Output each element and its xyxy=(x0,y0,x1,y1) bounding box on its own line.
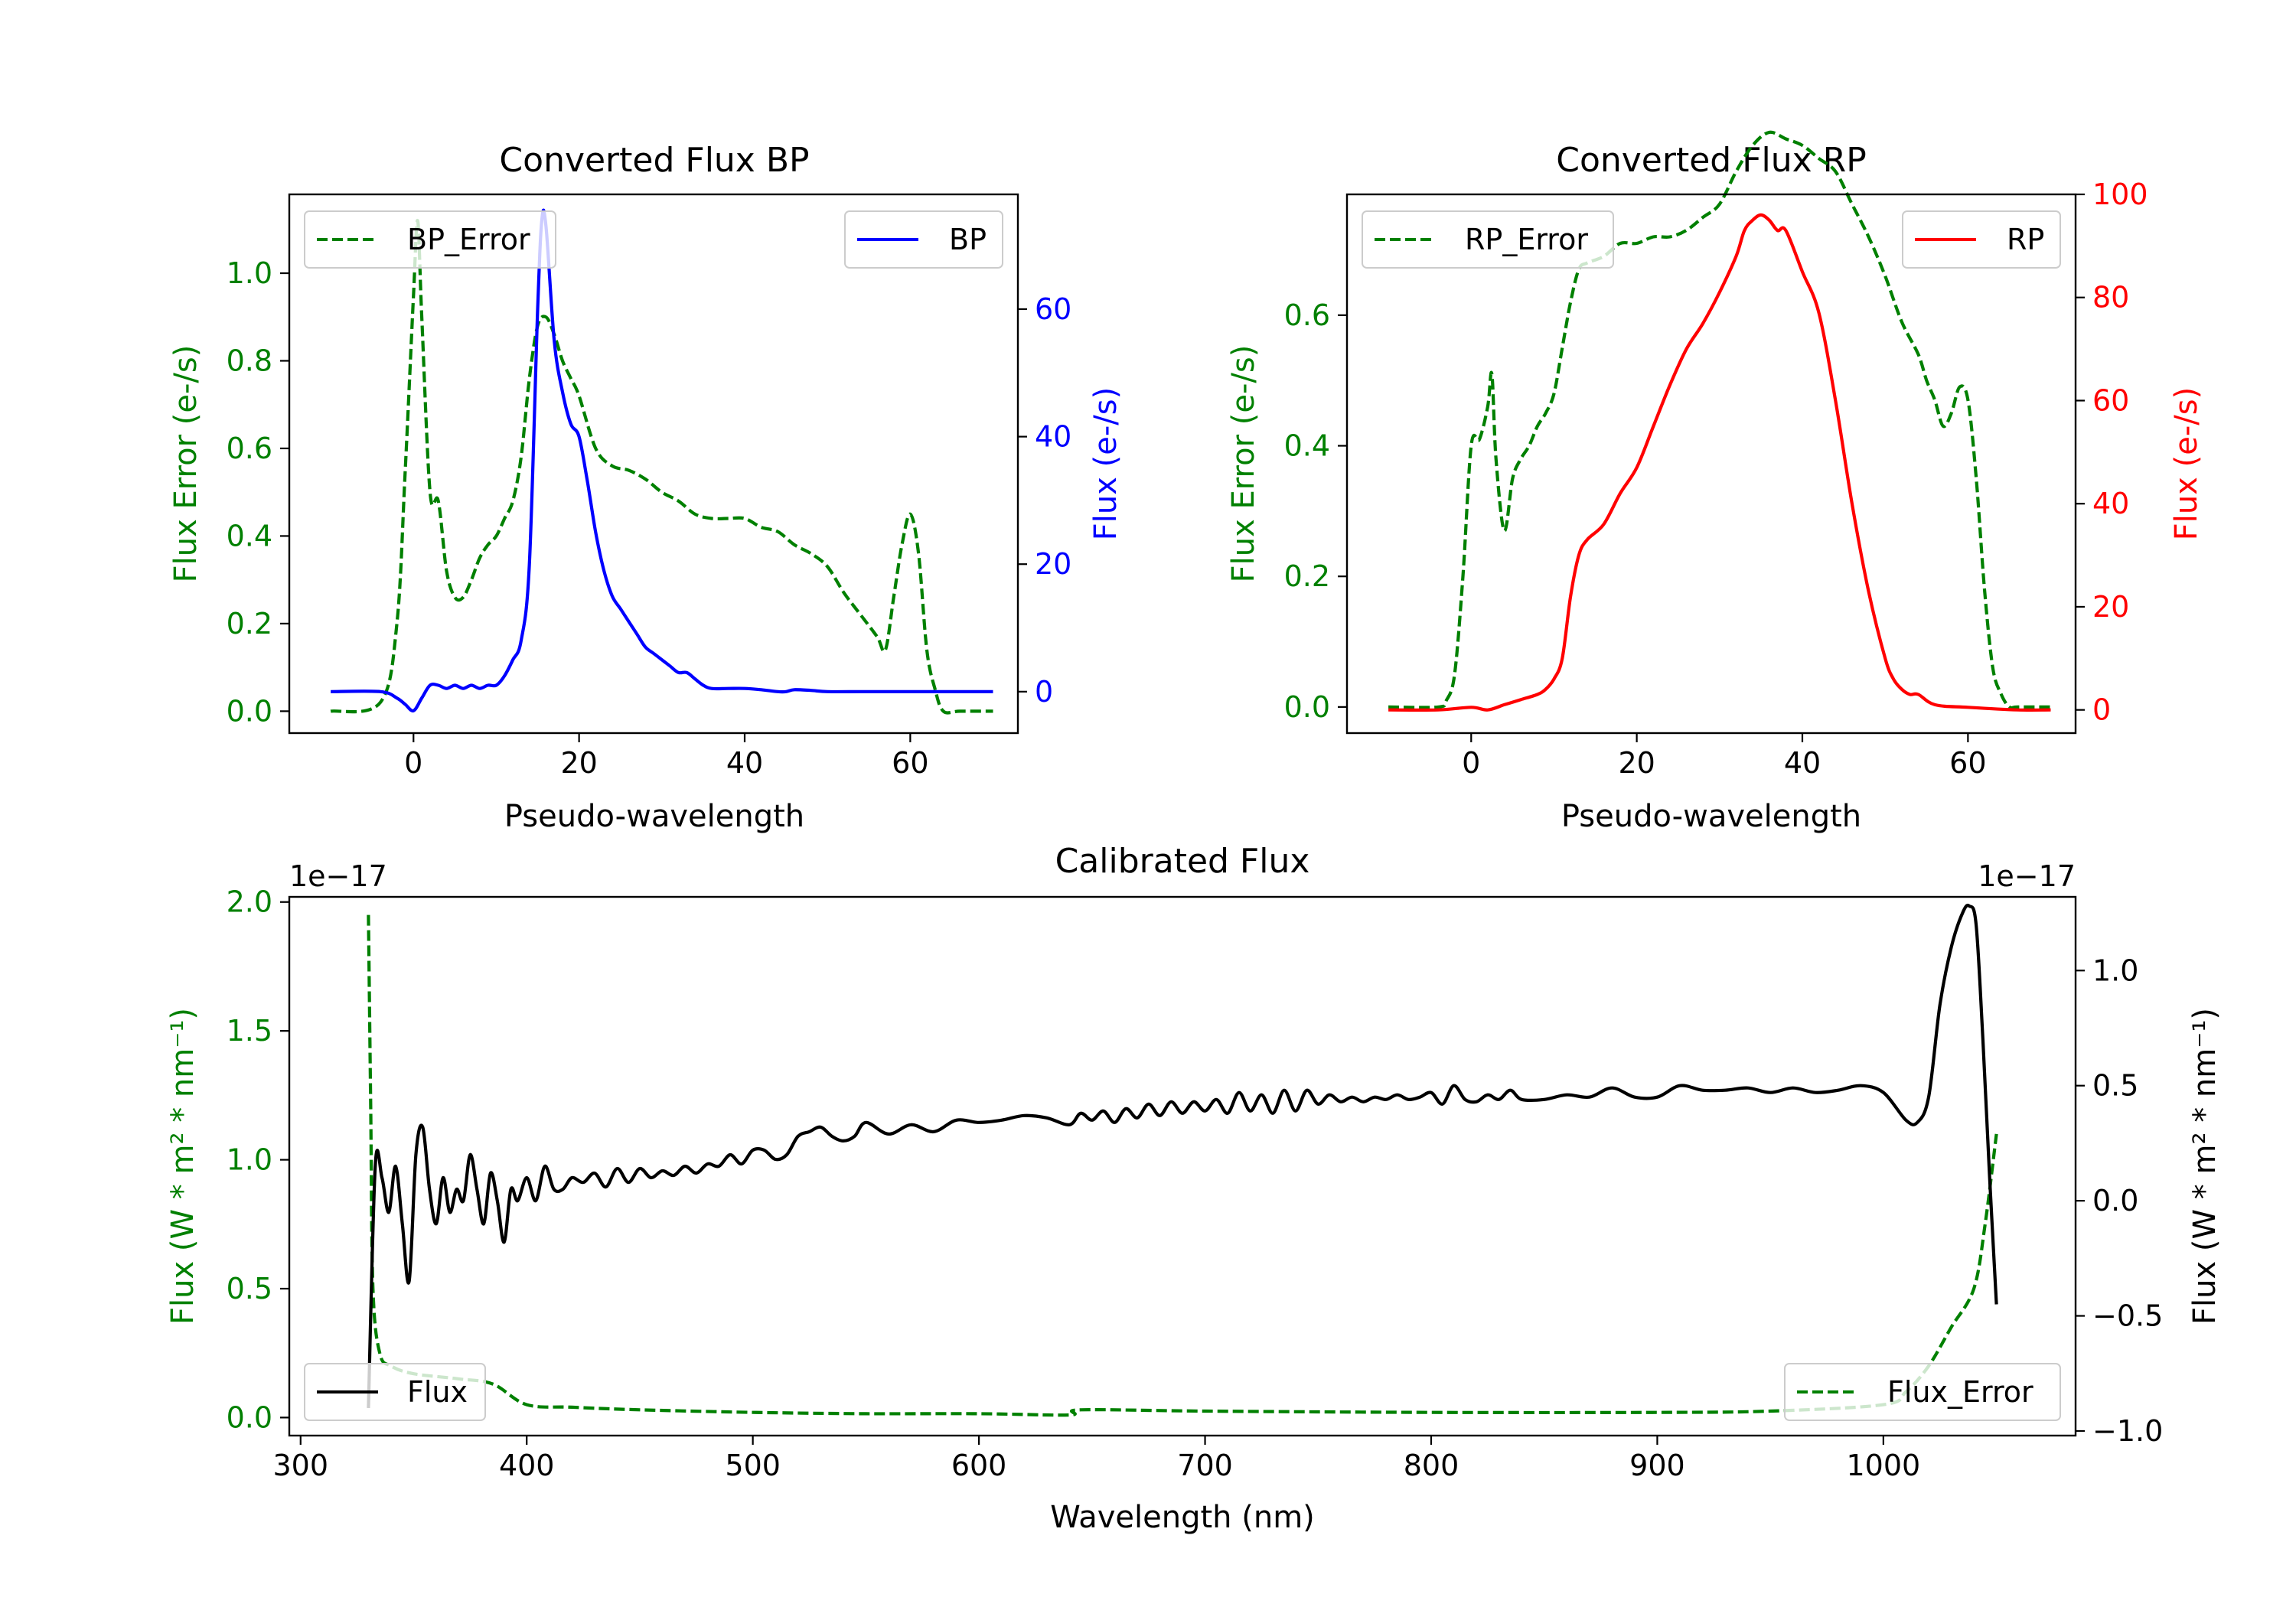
rp-panel: Converted Flux RP Pseudo-wavelength Flux… xyxy=(1226,130,2204,834)
rp-ytick-right-label: 100 xyxy=(2092,178,2148,211)
bp-ytick-left-label: 0.8 xyxy=(227,344,272,377)
calibrated-xtick-label: 500 xyxy=(725,1449,781,1482)
bp-series-bp xyxy=(331,208,993,713)
bp-legend-flux: BP xyxy=(844,210,1003,269)
bp-ytick-left-label: 0.0 xyxy=(227,694,272,728)
calibrated-ytick-left-label: 1.5 xyxy=(227,1014,272,1048)
bp-xtick-label: 20 xyxy=(560,746,597,780)
bp-ytick-right-label: 20 xyxy=(1035,547,1071,581)
calibrated-xtick-label: 700 xyxy=(1177,1449,1233,1482)
calibrated-series-flux xyxy=(367,904,1998,1408)
rp-ytick-left-label: 0.4 xyxy=(1284,429,1330,463)
calibrated-ytick-right-label: −1.0 xyxy=(2092,1414,2163,1448)
bp-axes-frame xyxy=(288,193,1019,735)
bp-ytick-right-label: 60 xyxy=(1035,292,1071,326)
bp-legend-flux-box xyxy=(844,210,1003,269)
calibrated-ylabel-right: Flux (W * m² * nm⁻¹) xyxy=(2187,1008,2223,1325)
bp-ytick-left-label: 0.4 xyxy=(227,519,272,553)
calibrated-multiplier-left: 1e−17 xyxy=(289,859,387,893)
bp-ytick-right-label: 0 xyxy=(1035,675,1053,709)
rp-ytick-right-label: 20 xyxy=(2092,590,2129,624)
calibrated-xtick-label: 800 xyxy=(1404,1449,1459,1482)
bp-legend-flux-label: BP xyxy=(949,223,987,256)
calibrated-xtick-label: 900 xyxy=(1629,1449,1685,1482)
bp-ytick-right-label: 40 xyxy=(1035,420,1071,454)
rp-xtick-label: 0 xyxy=(1462,746,1480,780)
calibrated-xtick-label: 400 xyxy=(499,1449,555,1482)
rp-legend-error-box xyxy=(1362,210,1614,269)
bp-xlabel: Pseudo-wavelength xyxy=(504,799,804,834)
calibrated-xtick-label: 300 xyxy=(273,1449,329,1482)
bp-ytick-left-label: 0.6 xyxy=(227,432,272,465)
bp-xtick-label: 40 xyxy=(726,746,763,780)
rp-series-rp-error xyxy=(1388,130,2051,710)
bp-xtick-label: 0 xyxy=(404,746,422,780)
rp-legend-error-label: RP_Error xyxy=(1465,223,1588,256)
bp-title: Converted Flux BP xyxy=(499,141,809,180)
bp-ylabel-right: Flux (e-/s) xyxy=(1088,387,1124,540)
calibrated-legend-flux: Flux xyxy=(304,1363,486,1421)
rp-plot-area xyxy=(1388,130,2051,712)
calibrated-multiplier-right: 1e−17 xyxy=(1978,859,2076,893)
calibrated-legend-error-label: Flux_Error xyxy=(1887,1375,2033,1409)
calibrated-ytick-right-label: 1.0 xyxy=(2092,953,2138,987)
calibrated-ylabel-left: Flux (W * m² * nm⁻¹) xyxy=(165,1008,201,1325)
bp-legend-error-label: BP_Error xyxy=(407,223,530,256)
calibrated-ytick-right-label: 0.5 xyxy=(2092,1069,2138,1103)
rp-series-rp xyxy=(1388,213,2051,712)
rp-axes-frame xyxy=(1345,193,2077,735)
rp-ytick-right-label: 40 xyxy=(2092,487,2129,520)
bp-xtick-label: 60 xyxy=(892,746,928,780)
bp-legend-error-box xyxy=(304,210,556,269)
bp-legend-error: BP_Error xyxy=(304,210,556,269)
rp-legend-error: RP_Error xyxy=(1362,210,1614,269)
calibrated-ytick-left-label: 0.5 xyxy=(227,1272,272,1305)
calibrated-legend-flux-label: Flux xyxy=(407,1375,468,1409)
bp-ytick-left-label: 0.2 xyxy=(227,607,272,641)
calibrated-ytick-left-label: 0.0 xyxy=(227,1400,272,1434)
calibrated-xtick-label: 600 xyxy=(951,1449,1007,1482)
rp-ticks: 0 20 40 60 0.0 0.2 0.4 0.6 0 20 40 60 80 100 xyxy=(1284,178,2148,780)
calibrated-xtick-label: 1000 xyxy=(1847,1449,1921,1482)
rp-ytick-left-label: 0.0 xyxy=(1284,690,1330,724)
rp-ytick-left-label: 0.6 xyxy=(1284,298,1330,332)
rp-xlabel: Pseudo-wavelength xyxy=(1561,799,1861,834)
rp-xtick-label: 20 xyxy=(1618,746,1655,780)
calibrated-ytick-left-label: 2.0 xyxy=(227,885,272,919)
bp-ticks: 0 20 40 60 0.0 0.2 0.4 0.6 0.8 1.0 0 20 40 60 xyxy=(227,256,1072,780)
calibrated-ticks: 300 400 500 600 700 800 900 1000 0.0 0.5 1.0 1.5 2.0… xyxy=(227,885,2164,1482)
rp-ytick-right-label: 60 xyxy=(2092,383,2129,417)
rp-ytick-right-label: 0 xyxy=(2092,693,2111,727)
rp-legend-flux-box xyxy=(1902,210,2061,269)
calibrated-legend-error-box xyxy=(1784,1363,2061,1421)
calibrated-axes-frame xyxy=(288,895,2077,1437)
bp-ylabel-left: Flux Error (e-/s) xyxy=(168,345,204,583)
rp-ylabel-right: Flux (e-/s) xyxy=(2169,387,2204,540)
rp-ytick-right-label: 80 xyxy=(2092,281,2129,315)
bp-series-bp-error xyxy=(330,219,993,715)
calibrated-legend-error: Flux_Error xyxy=(1784,1363,2061,1421)
bp-ytick-left-label: 1.0 xyxy=(227,256,272,290)
calibrated-ytick-right-label: 0.0 xyxy=(2092,1184,2138,1217)
calibrated-legend-flux-box xyxy=(304,1363,486,1421)
rp-legend-flux-label: RP xyxy=(2007,223,2044,256)
rp-xtick-label: 60 xyxy=(1949,746,1986,780)
bp-plot-area xyxy=(330,208,993,715)
calibrated-ytick-right-label: −0.5 xyxy=(2092,1299,2163,1333)
rp-xtick-label: 40 xyxy=(1784,746,1821,780)
calibrated-panel: Calibrated Flux 1e−17 1e−17 Wavelength (… xyxy=(165,842,2223,1535)
rp-ytick-left-label: 0.2 xyxy=(1284,559,1330,593)
calibrated-ytick-left-label: 1.0 xyxy=(227,1143,272,1177)
rp-ylabel-left: Flux Error (e-/s) xyxy=(1226,345,1261,583)
bp-panel: Converted Flux BP Pseudo-wavelength Flux… xyxy=(168,141,1124,834)
rp-title: Converted Flux RP xyxy=(1556,141,1867,180)
calibrated-title: Calibrated Flux xyxy=(1055,842,1310,881)
calibrated-xlabel: Wavelength (nm) xyxy=(1050,1500,1315,1535)
rp-legend-flux: RP xyxy=(1902,210,2061,269)
